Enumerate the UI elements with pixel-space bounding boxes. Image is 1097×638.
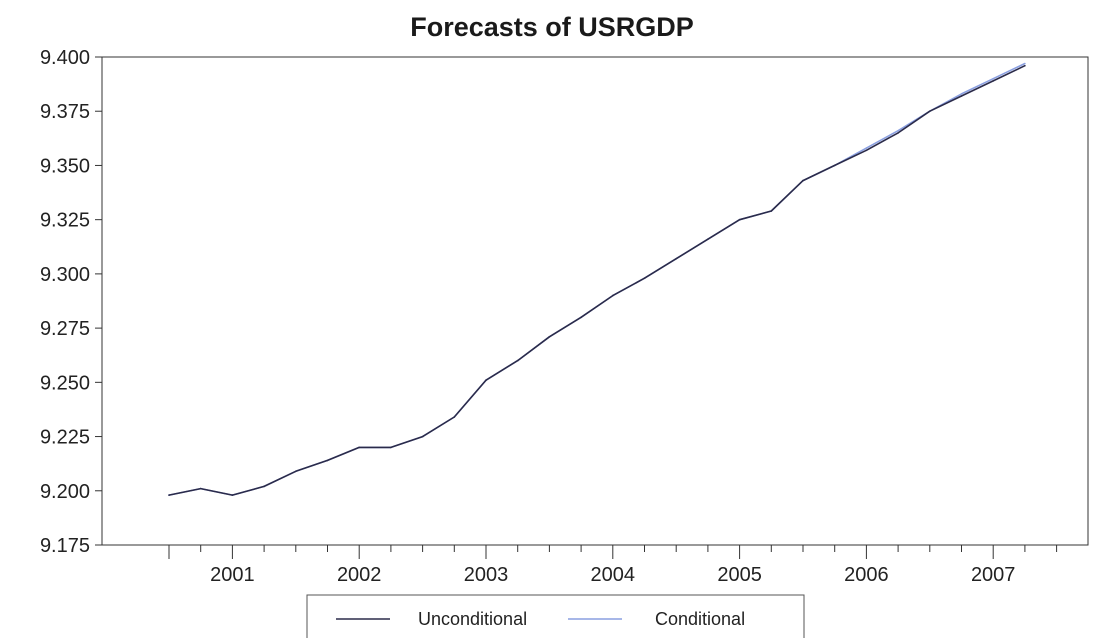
data-point-unconditional xyxy=(295,470,297,473)
data-point-unconditional xyxy=(453,416,456,418)
series-lines xyxy=(168,62,1026,496)
y-tick-label: 9.175 xyxy=(40,535,90,557)
data-point-unconditional xyxy=(168,494,170,496)
data-point-unconditional xyxy=(865,149,868,152)
data-point-unconditional xyxy=(390,446,392,449)
data-point-unconditional xyxy=(675,257,677,260)
y-tick-label: 9.325 xyxy=(40,210,90,232)
data-point-unconditional xyxy=(643,277,646,280)
chart-title: Forecasts of USRGDP xyxy=(410,12,694,42)
x-tick-label: 2007 xyxy=(971,564,1016,586)
data-point-unconditional xyxy=(770,210,773,212)
legend-label-conditional: Conditional xyxy=(655,609,745,629)
data-point-conditional xyxy=(865,147,868,149)
y-tick-label: 9.225 xyxy=(40,427,90,449)
data-point-unconditional xyxy=(199,487,202,490)
data-point-unconditional xyxy=(516,359,519,362)
data-point-unconditional xyxy=(897,132,899,134)
legend: Unconditional Conditional xyxy=(306,594,805,638)
y-tick-label: 9.350 xyxy=(40,155,90,177)
y-tick-label: 9.375 xyxy=(40,101,90,123)
x-tick-label: 2001 xyxy=(210,564,255,586)
data-point-unconditional xyxy=(580,316,582,319)
data-point-unconditional xyxy=(929,110,931,112)
y-tick-label: 9.400 xyxy=(40,47,90,69)
data-point-unconditional xyxy=(1024,64,1026,67)
data-point-unconditional xyxy=(485,379,487,382)
y-tick-label: 9.200 xyxy=(40,481,90,503)
data-point-unconditional xyxy=(612,294,614,297)
data-point-unconditional xyxy=(833,164,836,167)
data-point-conditional xyxy=(992,77,994,80)
series-line-unconditional xyxy=(168,64,1026,496)
y-tick-label: 9.300 xyxy=(40,264,90,286)
x-tick-label: 2006 xyxy=(844,564,889,586)
data-point-unconditional xyxy=(231,494,234,496)
data-point-conditional xyxy=(1024,62,1026,65)
data-point-conditional xyxy=(897,129,899,132)
data-point-unconditional xyxy=(421,435,424,438)
y-tick-label: 9.250 xyxy=(40,372,90,394)
x-tick-label: 2005 xyxy=(717,564,762,586)
data-point-conditional xyxy=(960,93,963,95)
data-point-unconditional xyxy=(992,80,994,82)
data-point-unconditional xyxy=(738,218,741,221)
data-point-unconditional xyxy=(802,179,804,182)
x-tick-label: 2004 xyxy=(591,564,636,586)
legend-label-unconditional: Unconditional xyxy=(418,609,527,629)
data-point-unconditional xyxy=(358,446,361,449)
data-point-unconditional xyxy=(263,485,265,488)
data-point-unconditional xyxy=(326,459,329,462)
series-line-conditional xyxy=(168,62,1026,496)
plot-area xyxy=(101,56,1089,546)
y-tick-label: 9.275 xyxy=(40,318,90,340)
x-tick-label: 2002 xyxy=(337,564,382,586)
y-axis: 9.175 9.200 9.225 9.250 9.275 9.300 9.325 9.350… xyxy=(40,47,102,557)
legend-box xyxy=(306,594,805,638)
data-point-unconditional xyxy=(960,95,963,97)
x-tick-label: 2003 xyxy=(464,564,509,586)
x-axis: 2001 2002 2003 2004 2005 2006 2007 xyxy=(168,545,1058,586)
data-point-unconditional xyxy=(548,336,551,338)
data-point-unconditional xyxy=(707,238,709,240)
